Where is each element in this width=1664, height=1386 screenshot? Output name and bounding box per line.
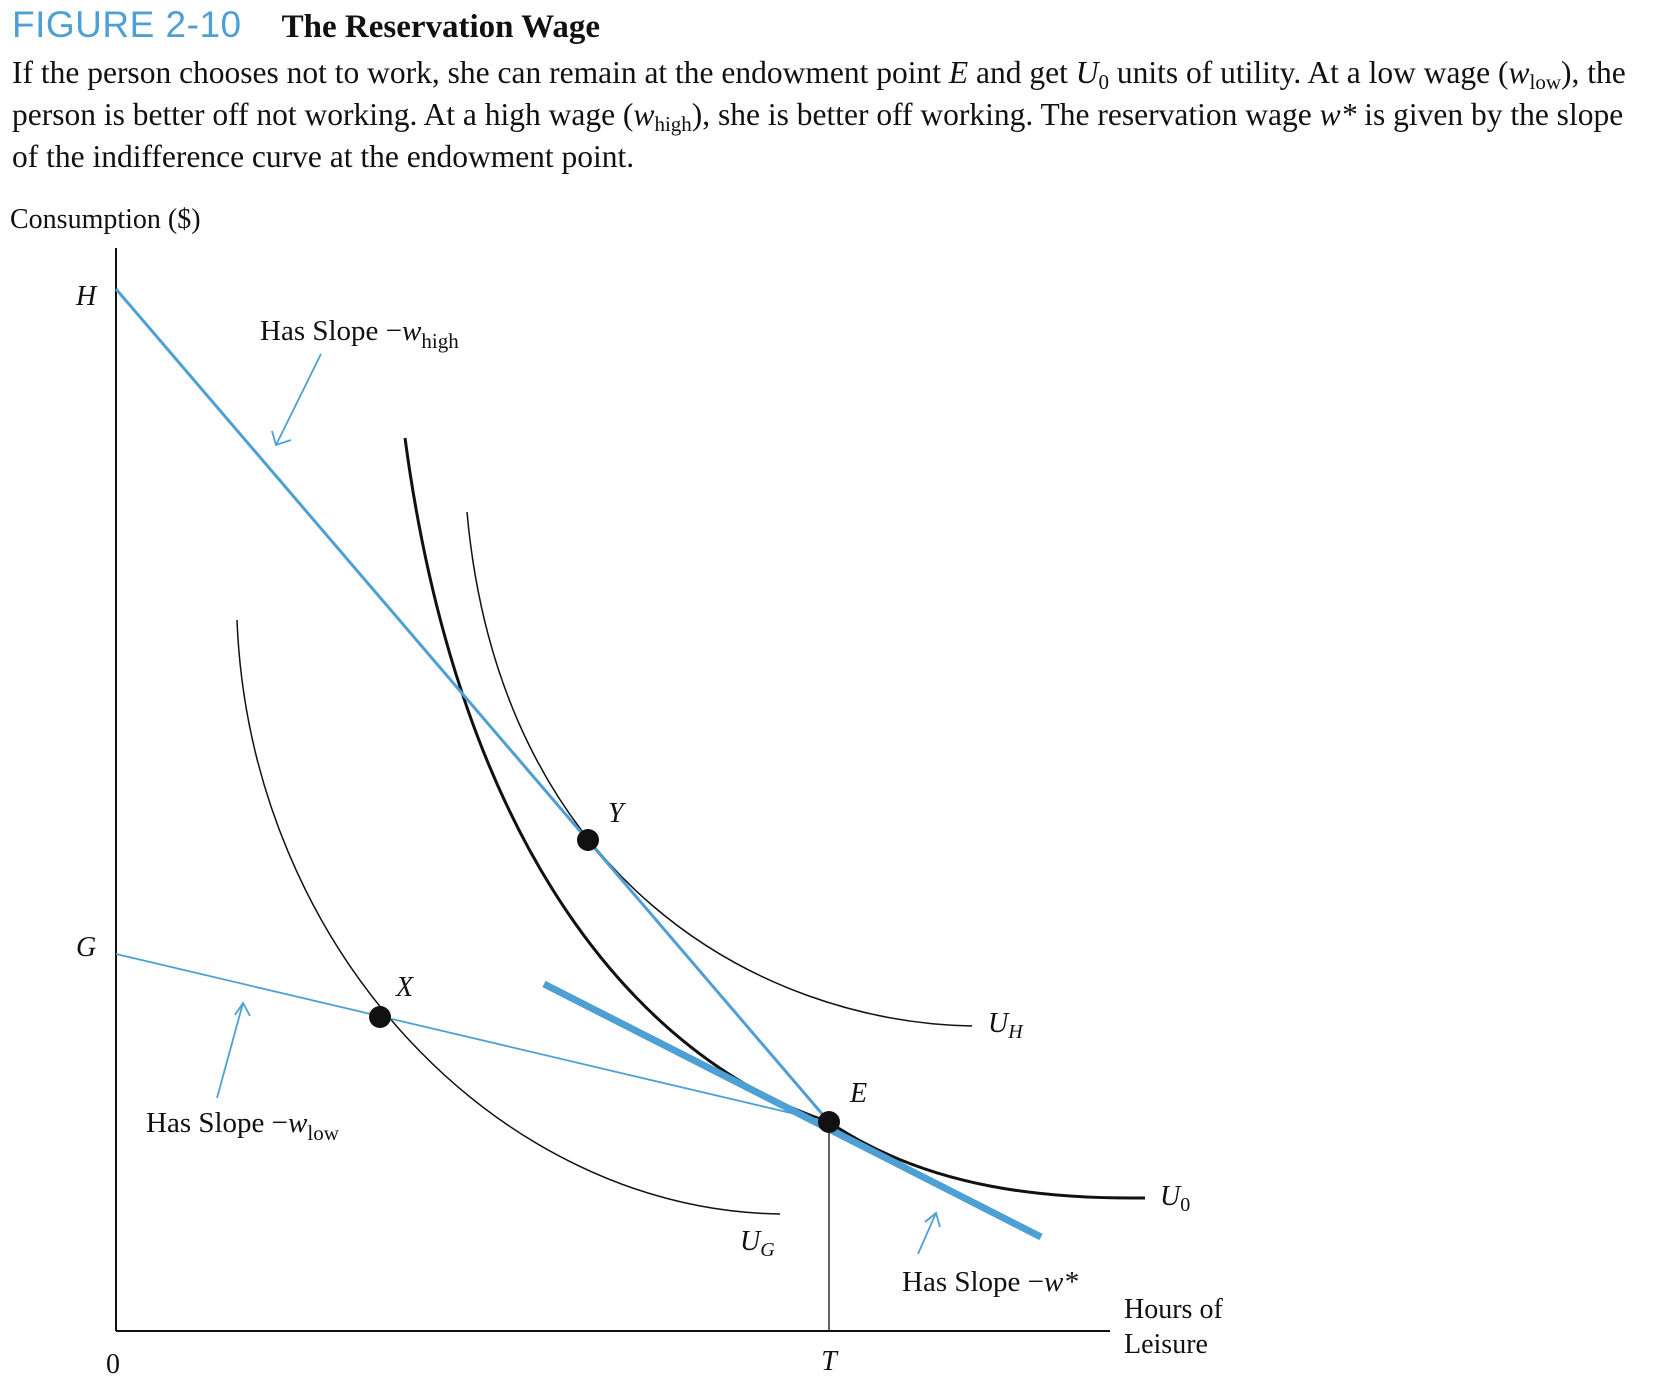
x-axis-label-line2: Leisure <box>1124 1329 1208 1360</box>
tangent-line-reservation-wage <box>542 980 1043 1241</box>
t-label: T <box>821 1346 839 1377</box>
slope-low-annotation: Has Slope −wlow <box>146 1107 340 1145</box>
caption-e: E <box>948 55 969 90</box>
point-e-label: E <box>849 1078 867 1109</box>
indifference-curve-ug <box>236 619 781 1215</box>
figure-number: FIGURE 2-10 <box>12 4 242 45</box>
slope-star-annotation: Has Slope −w* <box>902 1266 1078 1298</box>
indifference-curve-uh <box>466 511 973 1027</box>
point-y <box>577 829 599 851</box>
curve-uh-label: UH <box>988 1008 1024 1043</box>
curve-ug-label: UG <box>740 1226 775 1261</box>
budget-line-high-wage <box>114 288 831 1123</box>
indifference-curve-u0 <box>403 437 1146 1200</box>
caption-wstar: w* <box>1319 97 1357 132</box>
slope-high-annotation: Has Slope −whigh <box>260 315 459 353</box>
y-axis-label: Consumption ($) <box>10 204 201 235</box>
caption-text: units of utility. At a low wage ( <box>1108 55 1509 90</box>
caption-text: and get <box>968 55 1076 90</box>
caption-w: w <box>633 97 655 132</box>
figure-caption: If the person chooses not to work, she c… <box>12 52 1657 178</box>
h-label: H <box>75 281 98 312</box>
caption-text: If the person chooses not to work, she c… <box>12 55 949 90</box>
arrowhead-high <box>271 430 292 447</box>
figure-header: FIGURE 2-10 The Reservation Wage <box>12 4 1652 46</box>
caption-u: U <box>1075 55 1099 90</box>
caption-text: ), the person is better off not working.… <box>12 55 1626 132</box>
origin-label: 0 <box>106 1349 120 1380</box>
x-axis-label-line1: Hours of <box>1124 1294 1223 1325</box>
point-y-label: Y <box>608 798 627 829</box>
g-label: G <box>76 932 96 963</box>
caption-text: ), she is better off working. The reserv… <box>691 97 1320 132</box>
arrowhead-star <box>924 1211 941 1228</box>
point-x-label: X <box>395 972 414 1003</box>
curve-u0-label: U0 <box>1160 1181 1190 1216</box>
arrow-star-slope <box>917 1212 937 1255</box>
arrow-low-slope <box>216 1002 244 1099</box>
point-e <box>818 1111 840 1133</box>
arrow-high-slope <box>275 353 322 446</box>
caption-w: w <box>1508 55 1530 90</box>
caption-sub-high: high <box>654 112 692 136</box>
caption-sub-0: 0 <box>1098 70 1109 94</box>
caption-text: is given by the slope of the indifferenc… <box>12 97 1624 174</box>
figure-title: The Reservation Wage <box>281 9 600 45</box>
arrowhead-low <box>234 1001 251 1017</box>
caption-sub-low: low <box>1529 70 1562 94</box>
budget-line-low-wage <box>115 953 830 1123</box>
point-x <box>369 1006 391 1028</box>
